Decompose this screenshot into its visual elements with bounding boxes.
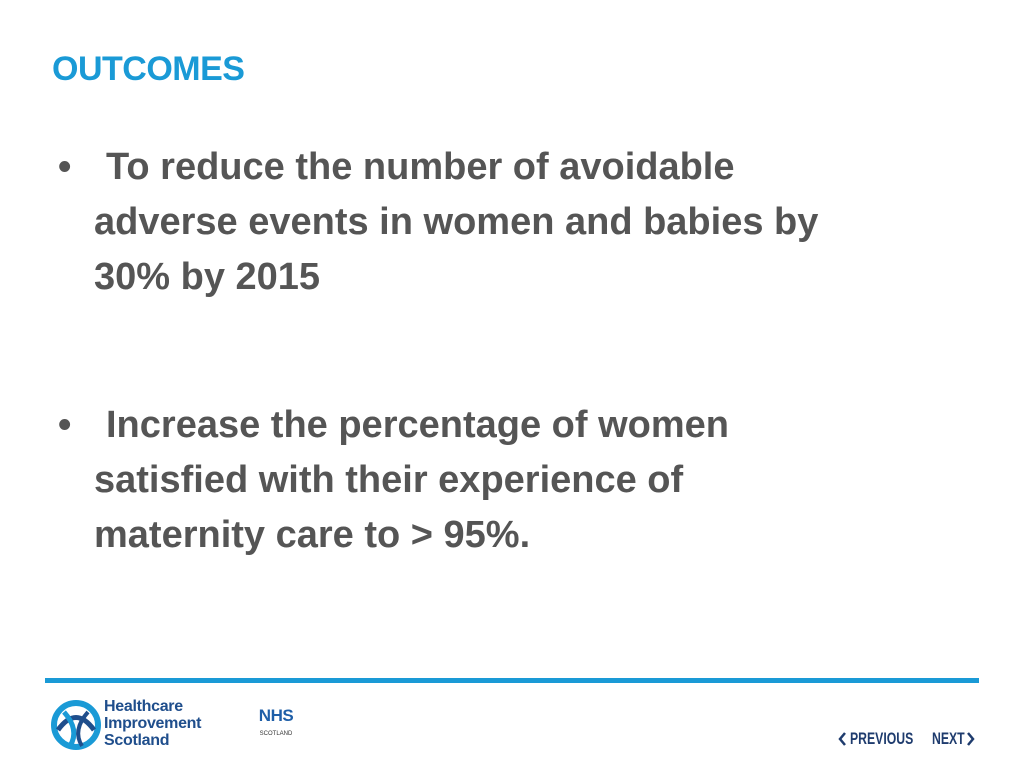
bullet-line: maternity care to > 95%. [94, 514, 531, 556]
nhs-logo: NHS SCOTLAND [250, 706, 302, 737]
slide-title: OUTCOMES [52, 50, 245, 88]
bullet-line: adverse events in women and babies by [94, 201, 819, 243]
nhs-region: SCOTLAND [259, 731, 293, 737]
bullet-dot: • [58, 404, 72, 446]
bullet-dot: • [58, 146, 72, 188]
nhs-name: NHS [258, 706, 294, 725]
next-arrow[interactable] [966, 731, 976, 747]
bullet-line: To reduce the number of avoidable [106, 146, 735, 188]
bullet-line: Increase the percentage of women [106, 404, 729, 446]
previous-button[interactable]: PREVIOUS [850, 729, 914, 748]
logo-line: Healthcare [104, 698, 183, 715]
divider [45, 678, 979, 683]
next-button[interactable]: NEXT [932, 729, 965, 748]
logo-text: Healthcare Improvement Scotland [104, 698, 201, 749]
bullet-line: satisfied with their experience of [94, 459, 684, 501]
logo-icon [51, 700, 101, 750]
logo-line: Improvement [104, 715, 202, 732]
bullet-line: 30% by 2015 [94, 256, 321, 298]
previous-arrow[interactable] [837, 731, 847, 747]
logo-line: Scotland [104, 732, 170, 749]
